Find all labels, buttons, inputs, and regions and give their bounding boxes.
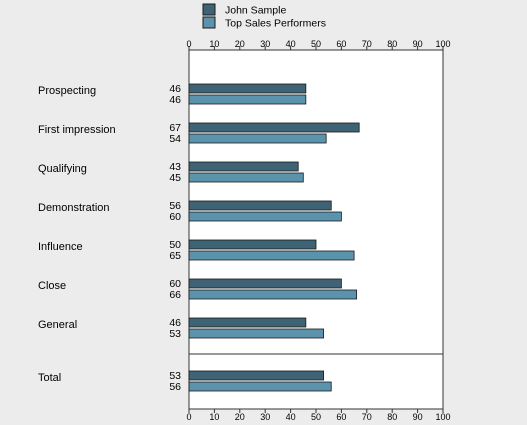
top-tick-label: 0	[186, 39, 191, 49]
value-label: 46	[169, 83, 181, 95]
bottom-tick-label: 40	[286, 412, 296, 422]
bottom-tick-label: 50	[311, 412, 321, 422]
bottom-tick-label: 30	[260, 412, 270, 422]
legend-label-1: John Sample	[225, 5, 286, 17]
value-label: 66	[169, 289, 181, 301]
bar-top-performers	[188, 94, 307, 105]
value-label: 50	[169, 239, 181, 251]
value-label: 46	[169, 94, 181, 106]
value-label: 65	[169, 250, 181, 262]
bar-top-performers	[188, 211, 342, 222]
bar-john-sample	[188, 239, 317, 250]
bar-top-performers	[188, 381, 332, 392]
bottom-tick-label: 80	[387, 412, 397, 422]
category-label: Close	[38, 280, 66, 292]
plot-area	[188, 49, 444, 410]
category-label: Demonstration	[38, 202, 110, 214]
category-label: Total	[38, 372, 61, 384]
bar-john-sample	[188, 161, 299, 172]
bottom-tick-label: 20	[235, 412, 245, 422]
top-tick-label: 80	[387, 39, 397, 49]
bar-top-performers	[188, 328, 325, 339]
bar-john-sample	[188, 278, 342, 289]
top-tick-label: 20	[235, 39, 245, 49]
legend-swatch-2	[202, 16, 216, 29]
value-label: 53	[169, 370, 181, 382]
bar-top-performers	[188, 172, 304, 183]
top-tick-label: 90	[413, 39, 423, 49]
bottom-tick-label: 90	[413, 412, 423, 422]
bottom-tick-label: 10	[209, 412, 219, 422]
category-label: First impression	[38, 124, 116, 136]
top-tick-label: 60	[336, 39, 346, 49]
value-label: 56	[169, 200, 181, 212]
bar-top-performers	[188, 133, 327, 144]
value-label: 60	[169, 278, 181, 290]
top-tick-label: 30	[260, 39, 270, 49]
bottom-tick-label: 70	[362, 412, 372, 422]
bar-john-sample	[188, 200, 332, 211]
category-label: Prospecting	[38, 85, 96, 97]
value-label: 56	[169, 381, 181, 393]
top-tick-label: 70	[362, 39, 372, 49]
legend-label-2: Top Sales Performers	[225, 18, 326, 30]
category-label: Qualifying	[38, 163, 87, 175]
value-label: 53	[169, 328, 181, 340]
bottom-tick-label: 0	[186, 412, 191, 422]
category-label: Influence	[38, 241, 83, 253]
bottom-tick-label: 100	[435, 412, 450, 422]
bar-top-performers	[188, 289, 358, 300]
legend-swatch-1	[202, 3, 216, 16]
value-label: 67	[169, 122, 181, 134]
value-label: 54	[169, 133, 181, 145]
bar-john-sample	[188, 317, 307, 328]
top-tick-label: 40	[286, 39, 296, 49]
bar-john-sample	[188, 122, 360, 133]
bar-john-sample	[188, 370, 325, 381]
category-label: General	[38, 319, 77, 331]
value-label: 46	[169, 317, 181, 329]
value-label: 43	[169, 161, 181, 173]
top-tick-label: 10	[209, 39, 219, 49]
bottom-tick-label: 60	[336, 412, 346, 422]
bar-top-performers	[188, 250, 355, 261]
axes: 0 0 10 10 20 20 30 30 40 40 50 50 60 60 70 70 80 80 90 90 10…	[186, 39, 450, 422]
bars	[188, 83, 360, 392]
bar-john-sample	[188, 83, 307, 94]
value-label: 45	[169, 172, 181, 184]
top-tick-label: 50	[311, 39, 321, 49]
top-tick-label: 100	[435, 39, 450, 49]
value-label: 60	[169, 211, 181, 223]
